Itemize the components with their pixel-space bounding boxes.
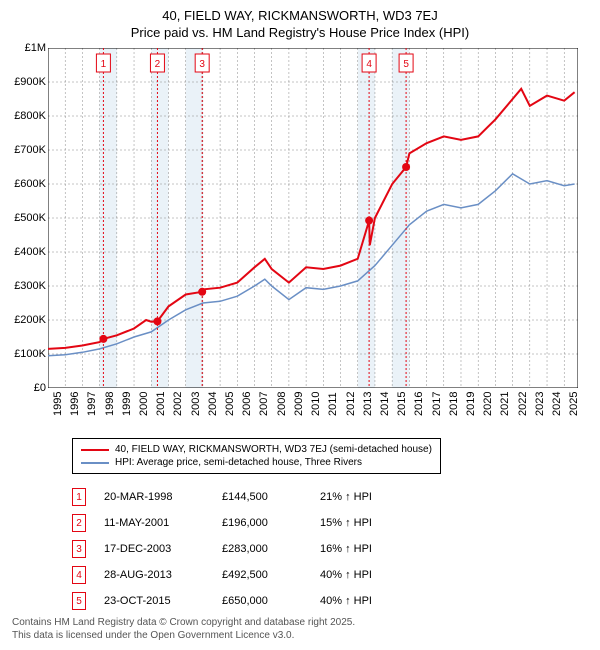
sale-date: 11-MAY-2001	[104, 517, 204, 529]
footnote: Contains HM Land Registry data © Crown c…	[12, 616, 355, 642]
sales-table: 1 20-MAR-1998 £144,500 21% ↑ HPI 2 11-MAY-200…	[72, 484, 400, 614]
x-tick-label: 2020	[482, 392, 494, 416]
x-tick-label: 2010	[310, 392, 322, 416]
sale-dot	[402, 163, 410, 171]
x-tick-label: 2008	[276, 392, 288, 416]
x-tick-label: 2017	[431, 392, 443, 416]
sale-diff: 40% ↑ HPI	[320, 569, 400, 581]
legend-label: 40, FIELD WAY, RICKMANSWORTH, WD3 7EJ (s…	[115, 444, 432, 455]
x-tick-label: 2018	[448, 392, 460, 416]
x-tick-label: 2015	[396, 392, 408, 416]
sale-row: 2 11-MAY-2001 £196,000 15% ↑ HPI	[72, 510, 400, 536]
sale-diff: 15% ↑ HPI	[320, 517, 400, 529]
sale-dot	[153, 317, 161, 325]
sale-row-marker: 2	[72, 514, 86, 532]
x-tick-label: 1999	[121, 392, 133, 416]
x-tick-label: 2002	[172, 392, 184, 416]
sale-row: 5 23-OCT-2015 £650,000 40% ↑ HPI	[72, 588, 400, 614]
y-tick-label: £300K	[14, 280, 46, 292]
sale-dot	[99, 335, 107, 343]
x-tick-label: 2025	[568, 392, 580, 416]
x-tick-label: 2006	[241, 392, 253, 416]
x-tick-label: 2022	[517, 392, 529, 416]
x-tick-label: 2024	[551, 392, 563, 416]
x-tick-label: 2001	[155, 392, 167, 416]
sale-price: £196,000	[222, 517, 302, 529]
sale-date: 17-DEC-2003	[104, 543, 204, 555]
chart-plot-area: 1 2 3 4 5	[48, 48, 578, 388]
y-tick-label: £600K	[14, 178, 46, 190]
svg-text:3: 3	[199, 59, 205, 70]
y-tick-label: £700K	[14, 144, 46, 156]
sale-price: £283,000	[222, 543, 302, 555]
sale-row: 4 28-AUG-2013 £492,500 40% ↑ HPI	[72, 562, 400, 588]
legend-swatch	[81, 449, 109, 451]
x-tick-label: 2023	[534, 392, 546, 416]
x-tick-label: 2000	[138, 392, 150, 416]
sale-date: 28-AUG-2013	[104, 569, 204, 581]
svg-text:5: 5	[403, 59, 409, 70]
y-axis: £0£100K£200K£300K£400K£500K£600K£700K£80…	[0, 48, 48, 388]
sale-row-marker: 5	[72, 592, 86, 610]
sale-date: 23-OCT-2015	[104, 595, 204, 607]
x-tick-label: 2012	[345, 392, 357, 416]
sale-dot	[198, 288, 206, 296]
sale-dot	[365, 217, 373, 225]
legend-item: 40, FIELD WAY, RICKMANSWORTH, WD3 7EJ (s…	[81, 443, 432, 456]
y-tick-label: £800K	[14, 110, 46, 122]
y-tick-label: £1M	[25, 42, 46, 54]
legend-swatch	[81, 462, 109, 464]
svg-text:1: 1	[101, 59, 107, 70]
x-tick-label: 2013	[362, 392, 374, 416]
sale-price: £492,500	[222, 569, 302, 581]
y-tick-label: £400K	[14, 246, 46, 258]
sale-row-marker: 1	[72, 488, 86, 506]
x-tick-label: 2007	[258, 392, 270, 416]
x-tick-label: 1998	[104, 392, 116, 416]
legend-item: HPI: Average price, semi-detached house,…	[81, 456, 432, 469]
chart-title: 40, FIELD WAY, RICKMANSWORTH, WD3 7EJ Pr…	[0, 8, 600, 42]
sale-date: 20-MAR-1998	[104, 491, 204, 503]
sale-row: 3 17-DEC-2003 £283,000 16% ↑ HPI	[72, 536, 400, 562]
x-tick-label: 2019	[465, 392, 477, 416]
x-tick-label: 2003	[190, 392, 202, 416]
sale-row-marker: 3	[72, 540, 86, 558]
sale-row: 1 20-MAR-1998 £144,500 21% ↑ HPI	[72, 484, 400, 510]
x-tick-label: 2016	[413, 392, 425, 416]
svg-text:4: 4	[366, 59, 372, 70]
sale-row-marker: 4	[72, 566, 86, 584]
y-tick-label: £500K	[14, 212, 46, 224]
legend: 40, FIELD WAY, RICKMANSWORTH, WD3 7EJ (s…	[72, 438, 441, 474]
x-tick-label: 2005	[224, 392, 236, 416]
x-tick-label: 2009	[293, 392, 305, 416]
sale-diff: 16% ↑ HPI	[320, 543, 400, 555]
legend-label: HPI: Average price, semi-detached house,…	[115, 457, 362, 468]
x-tick-label: 1996	[69, 392, 81, 416]
y-tick-label: £100K	[14, 348, 46, 360]
x-tick-label: 1995	[52, 392, 64, 416]
y-tick-label: £900K	[14, 76, 46, 88]
sale-price: £144,500	[222, 491, 302, 503]
x-tick-label: 2021	[499, 392, 511, 416]
x-tick-label: 2011	[327, 392, 339, 416]
y-tick-label: £200K	[14, 314, 46, 326]
svg-text:2: 2	[155, 59, 161, 70]
x-tick-label: 1997	[86, 392, 98, 416]
sale-diff: 21% ↑ HPI	[320, 491, 400, 503]
sale-price: £650,000	[222, 595, 302, 607]
y-tick-label: £0	[34, 382, 46, 394]
x-tick-label: 2004	[207, 392, 219, 416]
x-tick-label: 2014	[379, 392, 391, 416]
sale-diff: 40% ↑ HPI	[320, 595, 400, 607]
